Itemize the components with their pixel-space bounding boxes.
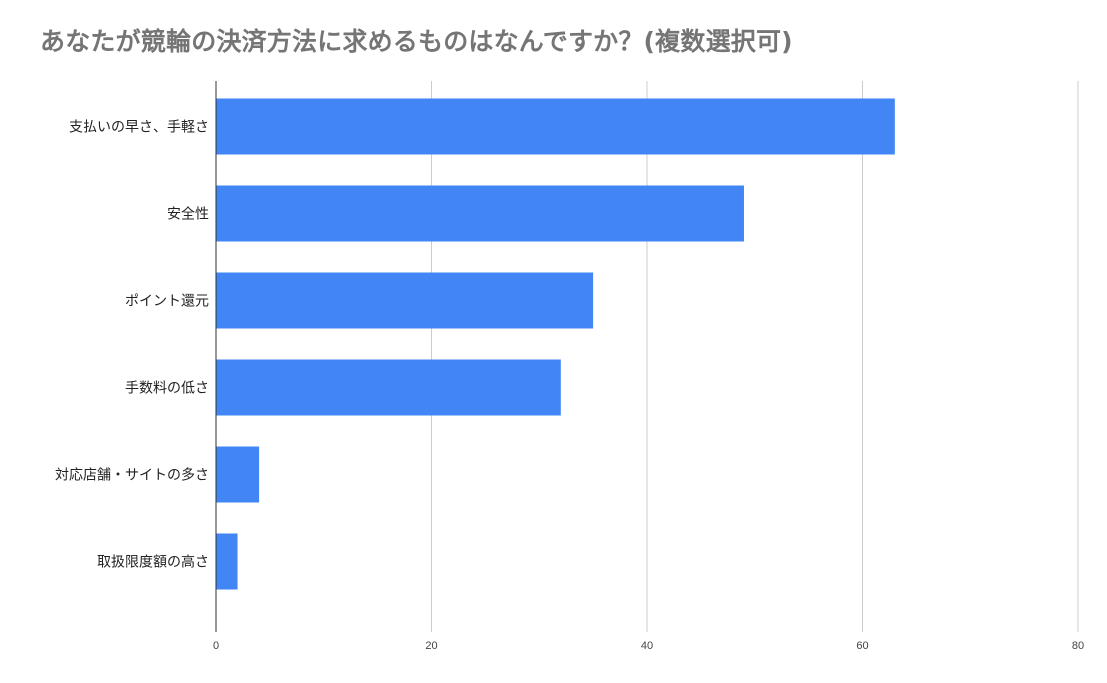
category-label: 安全性 [167, 206, 209, 223]
bar [216, 272, 594, 329]
bar [216, 185, 744, 242]
x-tick-label: 0 [213, 640, 219, 652]
bars [216, 98, 895, 590]
category-labels: 支払いの早さ、手軽さ安全性ポイント還元手数料の低さ対応店舗・サイトの多さ取扱限度… [55, 120, 209, 571]
x-tick-label: 20 [425, 640, 437, 652]
bar [216, 359, 561, 416]
x-tick-label: 80 [1072, 640, 1084, 652]
x-tick-label: 40 [641, 640, 653, 652]
x-tick-label: 60 [856, 640, 868, 652]
x-axis-ticks: 0 20 40 60 80 [213, 640, 1084, 652]
category-label: 手数料の低さ [125, 381, 209, 397]
chart-title: あなたが競輪の決済方法に求めるものはなんですか？(複数選択可) [40, 27, 793, 56]
category-label: ポイント還元 [125, 294, 209, 310]
bar [216, 98, 895, 155]
category-label: 支払いの早さ、手軽さ [69, 120, 209, 136]
category-label: 取扱限度額の高さ [97, 554, 209, 571]
bar [216, 533, 238, 590]
gridlines [431, 81, 1079, 632]
bar [216, 446, 260, 503]
category-label: 対応店舗・サイトの多さ [55, 467, 209, 484]
